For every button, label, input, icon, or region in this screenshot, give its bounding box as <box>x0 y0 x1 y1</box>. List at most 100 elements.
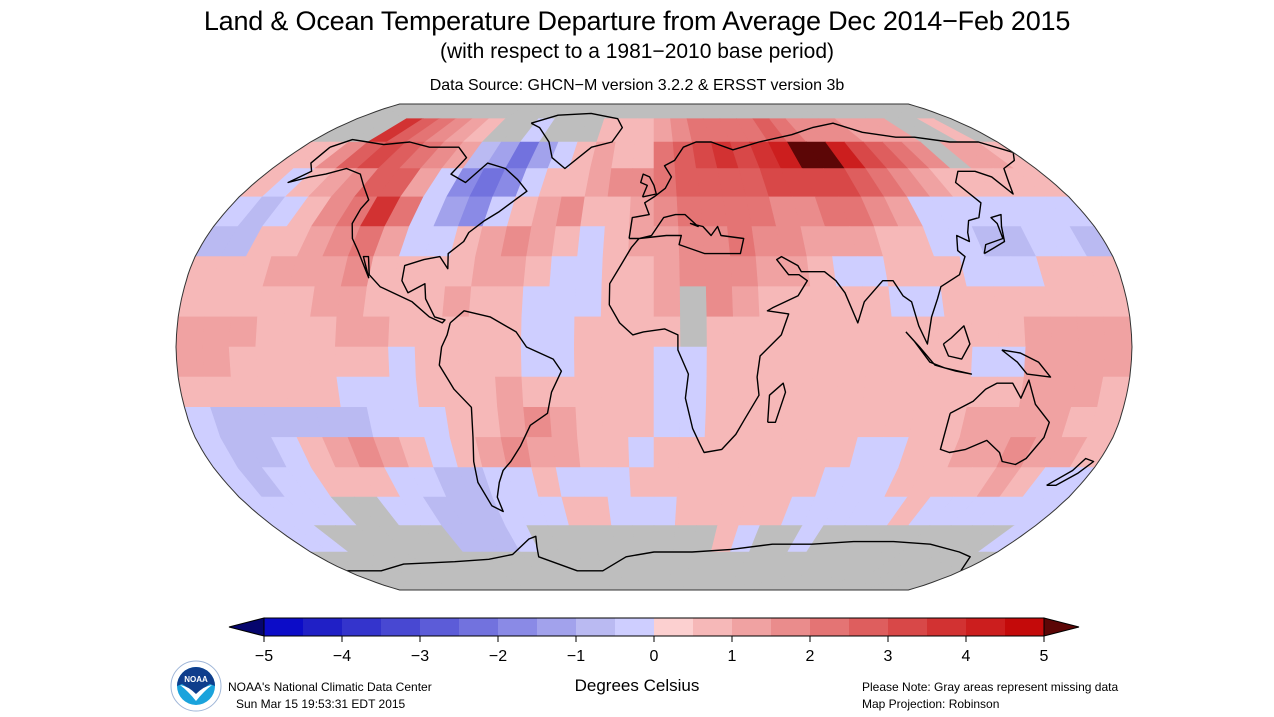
anomaly-cell <box>1076 316 1106 348</box>
anomaly-cell <box>731 376 761 408</box>
anomaly-cell <box>653 406 681 438</box>
anomaly-cell <box>865 316 894 348</box>
anomaly-cell <box>627 286 655 318</box>
colorbar-bin <box>849 618 889 636</box>
anomaly-cell <box>604 196 632 227</box>
uk-coastline <box>640 173 657 198</box>
colorbar-bin <box>264 618 304 636</box>
missing-data-cell <box>389 574 443 590</box>
anomaly-cell <box>627 256 655 288</box>
anomaly-cell <box>653 437 680 468</box>
anomaly-cell <box>549 406 578 438</box>
missing-data-cell <box>504 574 542 590</box>
anomaly-cell <box>699 196 728 227</box>
anomaly-cell <box>467 316 496 348</box>
anomaly-cell <box>732 316 761 348</box>
anomaly-cell <box>784 376 813 408</box>
anomaly-cell <box>580 196 609 227</box>
anomaly-cell <box>602 226 630 257</box>
anomaly-cell <box>674 168 701 198</box>
anomaly-cell <box>388 346 417 378</box>
missing-data-cell <box>709 574 738 590</box>
missing-data-cell <box>724 574 754 590</box>
anomaly-cell <box>653 196 679 227</box>
anomaly-cell <box>653 316 681 348</box>
agency-name: NOAA's National Climatic Data Center <box>228 680 432 694</box>
anomaly-cell <box>549 256 578 288</box>
anomaly-cell <box>1103 316 1132 348</box>
anomaly-cell <box>1076 346 1106 378</box>
anomaly-cell <box>361 316 391 348</box>
anomaly-cell <box>632 141 655 169</box>
missing-data-cell <box>653 104 671 119</box>
missing-data-cell <box>738 574 771 590</box>
anomaly-cell <box>784 286 813 318</box>
anomaly-cell <box>308 346 338 378</box>
colorbar-bin <box>654 618 694 636</box>
missing-data-cell <box>422 574 471 590</box>
anomaly-cell <box>970 316 1000 348</box>
anomaly-cell <box>257 376 290 408</box>
anomaly-cell <box>705 376 734 408</box>
indonesia-coastline <box>905 331 973 375</box>
anomaly-cell <box>940 286 972 318</box>
anomaly-cell <box>679 406 707 438</box>
anomaly-grid <box>176 104 1132 590</box>
anomaly-cell <box>471 406 502 438</box>
anomaly-cell <box>810 286 840 318</box>
anomaly-cell <box>1103 346 1132 378</box>
anomaly-cell <box>336 286 368 318</box>
anomaly-cell <box>551 437 581 468</box>
anomaly-cell <box>526 437 557 468</box>
colorbar-bin <box>732 618 772 636</box>
anomaly-cell <box>495 376 524 408</box>
colorbar-bin <box>1005 618 1045 636</box>
anomaly-cell <box>607 168 634 198</box>
anomaly-cell <box>732 346 761 378</box>
anomaly-cell <box>862 286 893 318</box>
colorbar-bin <box>966 618 1006 636</box>
anomaly-cell <box>705 286 734 318</box>
missing-data-cell <box>439 574 485 590</box>
anomaly-cell <box>653 376 681 408</box>
new-guinea-coastline <box>1001 349 1052 378</box>
colorbar-bin <box>459 618 499 636</box>
missing-data-cell <box>808 574 853 590</box>
colorbar-tick-label: 5 <box>1039 648 1049 665</box>
anomaly-cell <box>336 376 368 408</box>
anomaly-cell <box>310 376 342 408</box>
anomaly-cell <box>526 226 557 257</box>
madagascar-coastline <box>767 382 787 423</box>
anomaly-cell <box>415 286 446 318</box>
anomaly-cell <box>699 467 728 498</box>
missing-data-cell <box>406 574 457 590</box>
colorbar-tick-label: −1 <box>566 648 586 665</box>
agency-block: NOAA's National Climatic Data Center Sun… <box>228 679 432 713</box>
colorbar-tick-label: −3 <box>410 648 430 665</box>
anomaly-cell <box>551 226 581 257</box>
anomaly-cell <box>806 406 837 438</box>
colorbar-bin <box>771 618 811 636</box>
anomaly-cell <box>281 346 311 378</box>
anomaly-cell <box>679 376 708 408</box>
borneo-coastline <box>942 325 971 360</box>
colorbar-bin <box>303 618 343 636</box>
anomaly-cell <box>704 256 733 288</box>
anomaly-cell <box>281 316 311 348</box>
missing-data-cell <box>537 574 570 590</box>
anomaly-cell <box>442 286 472 318</box>
anomaly-cell <box>678 437 706 468</box>
missing-data-cell <box>632 525 655 553</box>
anomaly-cell <box>310 286 342 318</box>
colorbar-tick-label: −4 <box>332 648 352 665</box>
anomaly-cell <box>389 286 420 318</box>
anomaly-cell <box>997 316 1027 348</box>
missing-data-cell <box>570 574 599 590</box>
anomaly-cell <box>810 376 840 408</box>
anomaly-cell <box>228 346 258 378</box>
missing-data-cell <box>471 574 514 590</box>
anomaly-cell <box>176 346 205 378</box>
anomaly-cell <box>865 346 894 378</box>
anomaly-cell <box>574 376 603 408</box>
